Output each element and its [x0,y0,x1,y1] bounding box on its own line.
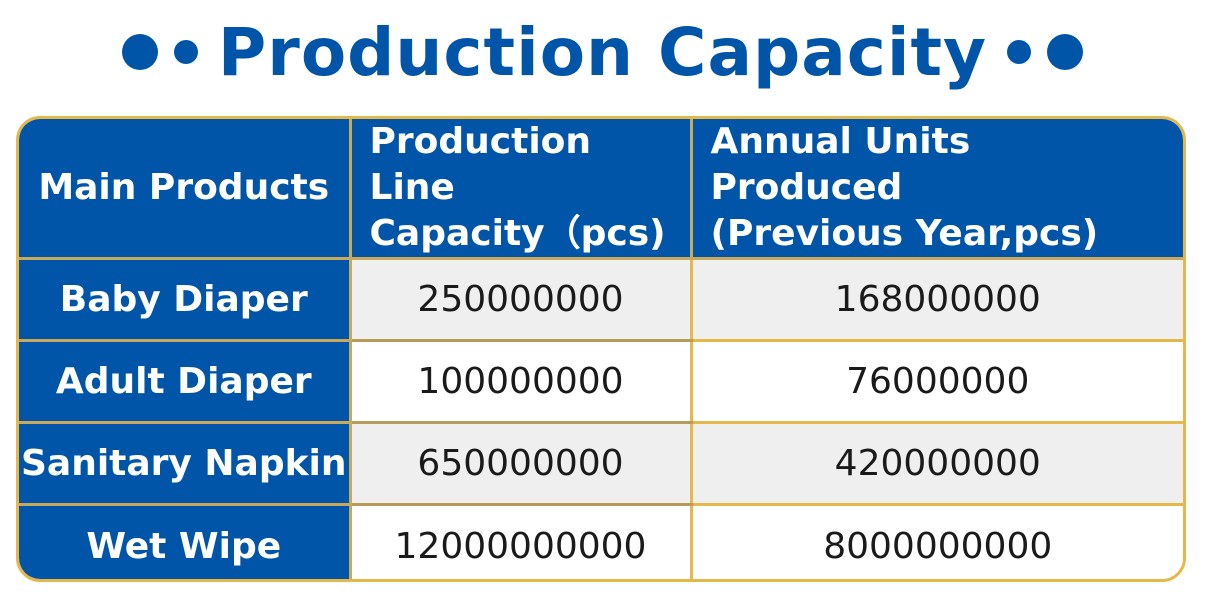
title-banner: Production Capacity [0,6,1205,98]
annual-units-cell: 76000000 [691,340,1183,424]
capacity-cell: 12000000000 [350,504,693,579]
table-row: Sanitary Napkin 650000000 420000000 [19,422,1183,506]
header-annual-line-2: (Previous Year,pcs) [710,213,1099,254]
row-label-cell: Adult Diaper [19,340,352,424]
annual-units-cell: 420000000 [691,422,1183,506]
row-label-cell: Baby Diaper [19,258,352,342]
dot-icon [121,34,158,70]
header-capacity-line-2: Capacity（pcs) [369,213,666,254]
dot-icon [1007,40,1032,64]
decorative-dots-left [121,34,198,70]
header-annual-line-1: Annual Units Produced [710,121,971,208]
table-row: Baby Diaper 250000000 168000000 [19,258,1183,342]
header-main-products: Main Products [19,119,352,260]
row-label-cell: Sanitary Napkin [19,422,352,506]
capacity-cell: 100000000 [350,340,693,424]
dot-icon [173,40,198,64]
header-annual-units: Annual Units Produced (Previous Year,pcs… [691,119,1183,260]
header-main-products-label: Main Products [38,167,330,208]
annual-units-cell: 8000000000 [691,504,1183,579]
capacity-cell: 250000000 [350,258,693,342]
capacity-table: Main Products Production Line Capacity（p… [16,116,1186,582]
table-row: Adult Diaper 100000000 76000000 [19,340,1183,424]
row-label-cell: Wet Wipe [19,504,352,579]
annual-units-cell: 168000000 [691,258,1183,342]
table-header-row: Main Products Production Line Capacity（p… [19,119,1183,260]
capacity-cell: 650000000 [350,422,693,506]
header-capacity-line-1: Production Line [369,121,592,208]
page-title: Production Capacity [217,13,988,91]
table-row: Wet Wipe 12000000000 8000000000 [19,504,1183,579]
header-production-line-capacity: Production Line Capacity（pcs) [350,119,693,260]
decorative-dots-right [1007,34,1084,70]
dot-icon [1047,34,1084,70]
